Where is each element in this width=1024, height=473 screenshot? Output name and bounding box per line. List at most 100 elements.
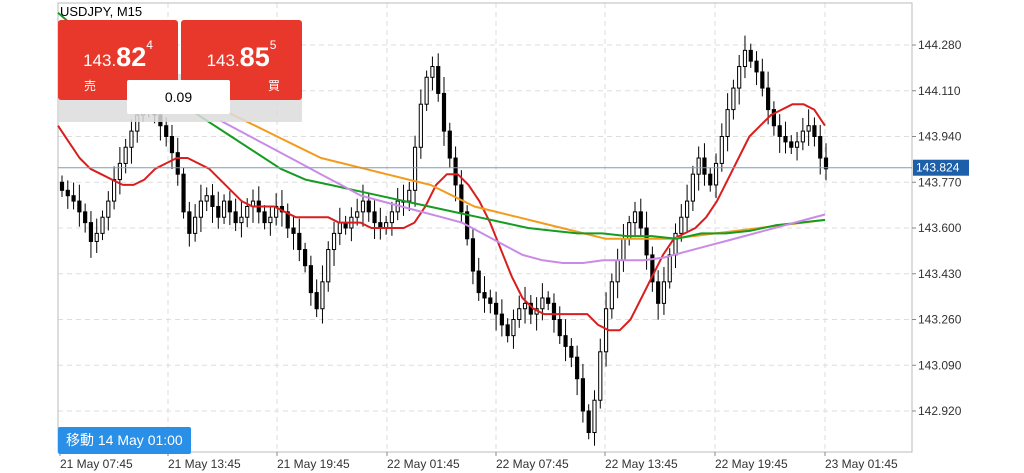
candle-98 [627, 215, 632, 246]
candle-55 [378, 207, 383, 240]
goto-date-button[interactable]: 移動 14 May 01:00 [58, 427, 191, 454]
candle-123 [771, 101, 777, 136]
buy-label: 買 [267, 79, 280, 93]
candle-89 [575, 345, 580, 396]
candle-body-131 [818, 136, 823, 159]
candle-66 [441, 77, 447, 146]
sell-price: 143.824 [83, 38, 153, 72]
candle-36 [268, 207, 273, 236]
candle-97 [621, 223, 626, 272]
candle-body-132 [823, 157, 829, 170]
candle-74 [488, 289, 493, 314]
candle-body-85 [551, 302, 557, 320]
candle-84 [546, 291, 551, 311]
candle-27 [216, 191, 221, 229]
candle-106 [673, 223, 678, 269]
candle-132 [823, 143, 829, 181]
candle-64 [430, 56, 435, 91]
candle-body-47 [331, 232, 337, 251]
candle-body-78 [511, 319, 516, 337]
x-tick-label-2: 21 May 19:45 [277, 457, 350, 471]
candle-131 [818, 124, 823, 175]
candle-body-60 [407, 189, 412, 202]
candle-77 [505, 318, 510, 343]
candle-body-130 [812, 125, 817, 137]
candle-46 [326, 241, 331, 292]
candle-125 [783, 121, 788, 154]
candle-127 [794, 131, 800, 161]
candle-28 [221, 194, 227, 224]
candle-100 [638, 198, 643, 237]
candle-121 [760, 58, 765, 97]
candle-body-75 [493, 302, 499, 315]
candle-body-40 [291, 227, 296, 234]
candle-4 [83, 203, 88, 233]
candle-body-129 [806, 125, 811, 132]
candle-21 [181, 167, 186, 219]
x-tick-label-4: 22 May 07:45 [496, 457, 569, 471]
candle-body-44 [314, 292, 319, 310]
candle-body-93 [598, 351, 603, 401]
x-tick-label-7: 23 May 01:45 [825, 457, 898, 471]
candle-body-103 [656, 281, 661, 304]
candle-body-68 [453, 157, 458, 186]
candle-30 [233, 198, 238, 231]
candle-body-125 [783, 136, 788, 143]
candle-body-102 [650, 254, 655, 283]
candle-body-109 [690, 173, 695, 202]
candle-body-11 [123, 146, 128, 164]
candle-105 [667, 248, 672, 289]
candle-body-41 [297, 232, 302, 251]
candle-111 [702, 143, 707, 186]
candle-86 [557, 306, 562, 344]
sell-button[interactable]: 143.824 売 [58, 20, 178, 100]
candle-body-19 [169, 136, 175, 154]
candle-78 [511, 309, 516, 349]
candle-120 [754, 51, 759, 86]
candle-91 [586, 404, 591, 440]
candle-87 [563, 319, 568, 362]
candle-103 [656, 270, 661, 320]
candle-body-57 [389, 211, 395, 224]
candle-body-0 [59, 181, 65, 191]
spread-value: 0.09 [127, 80, 230, 114]
candle-129 [806, 109, 811, 146]
candle-body-126 [789, 141, 794, 148]
candle-body-118 [742, 49, 748, 68]
buy-price: 143.855 [206, 38, 277, 72]
candle-body-115 [725, 109, 730, 137]
x-axis: 21 May 07:45 21 May 13:45 21 May 19:45 22 M… [59, 452, 898, 471]
candle-119 [748, 43, 753, 68]
candle-body-35 [262, 211, 267, 224]
candle-body-53 [366, 200, 371, 213]
candle-body-25 [204, 195, 209, 202]
candle-body-114 [719, 136, 724, 164]
candle-body-120 [754, 60, 759, 73]
x-tick-label-3: 22 May 01:45 [387, 457, 460, 471]
candle-40 [291, 216, 296, 250]
candle-body-51 [355, 211, 360, 218]
candle-body-7 [100, 216, 105, 234]
candle-body-27 [216, 205, 221, 218]
candle-50 [349, 207, 354, 242]
candle-body-28 [221, 200, 227, 218]
candle-58 [395, 187, 400, 221]
candle-26 [210, 184, 215, 223]
y-tick-label-0: 144.280 [918, 38, 962, 52]
candle-body-116 [731, 87, 736, 111]
candle-45 [320, 265, 325, 324]
candle-124 [777, 114, 782, 153]
candle-48 [337, 207, 342, 245]
candle-body-76 [499, 313, 504, 326]
candle-2 [71, 182, 76, 210]
y-tick-label-4: 143.600 [918, 221, 962, 235]
candle-body-12 [129, 130, 134, 148]
candle-body-21 [181, 173, 186, 213]
candle-62 [418, 89, 423, 159]
candle-body-23 [193, 216, 198, 234]
candle-35 [262, 205, 267, 230]
x-tick-label-1: 21 May 13:45 [168, 457, 241, 471]
candle-body-122 [766, 87, 771, 111]
y-tick-label-7: 143.090 [918, 358, 962, 372]
candle-85 [551, 293, 557, 333]
